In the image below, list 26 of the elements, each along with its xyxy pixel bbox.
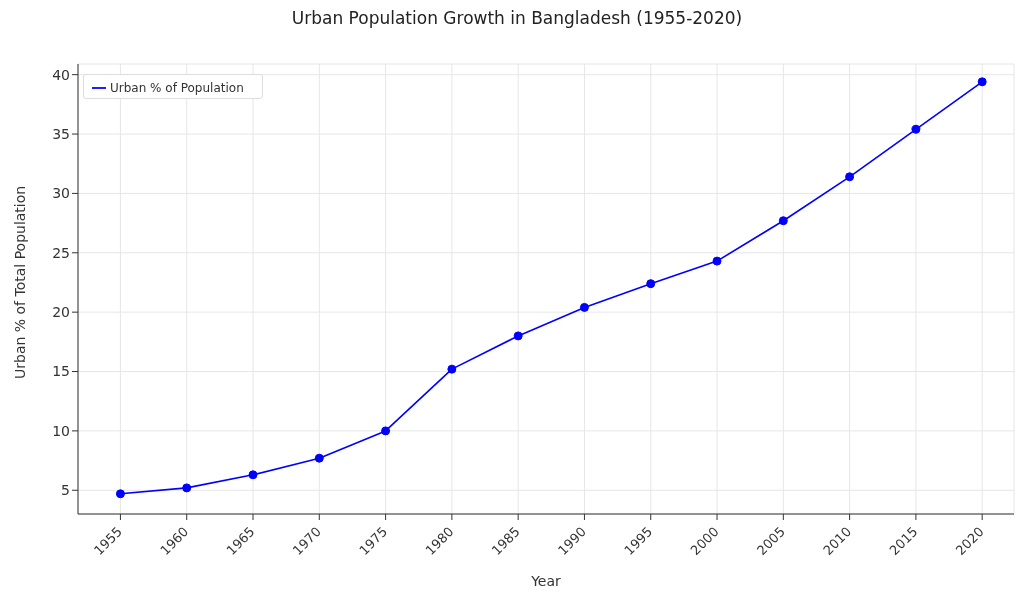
- point: [182, 483, 192, 493]
- y-tick-label: 30: [52, 185, 70, 202]
- y-tick-label: 10: [52, 422, 70, 439]
- y-tick-label: 5: [61, 482, 70, 499]
- y-tick-label: 25: [52, 244, 70, 261]
- point: [977, 77, 987, 87]
- y-axis-title: Urban % of Total Population: [11, 185, 28, 379]
- point: [314, 453, 324, 463]
- point: [579, 302, 589, 312]
- point: [115, 489, 125, 499]
- point: [712, 256, 722, 266]
- y-tick-label: 35: [52, 126, 70, 143]
- point: [248, 470, 258, 480]
- point: [513, 331, 523, 341]
- y-tick-label: 20: [52, 304, 70, 321]
- y-tick-label: 40: [52, 66, 70, 83]
- point: [447, 364, 457, 374]
- chart-title: Urban Population Growth in Bangladesh (1955-2020): [290, 8, 744, 30]
- legend-label: Urban % of Population: [110, 81, 244, 95]
- point: [911, 124, 921, 134]
- point: [778, 216, 788, 226]
- point: [845, 172, 855, 182]
- y-tick-label: 15: [52, 363, 70, 380]
- point: [381, 426, 391, 436]
- x-axis-title: Year: [530, 573, 562, 589]
- point: [646, 279, 656, 289]
